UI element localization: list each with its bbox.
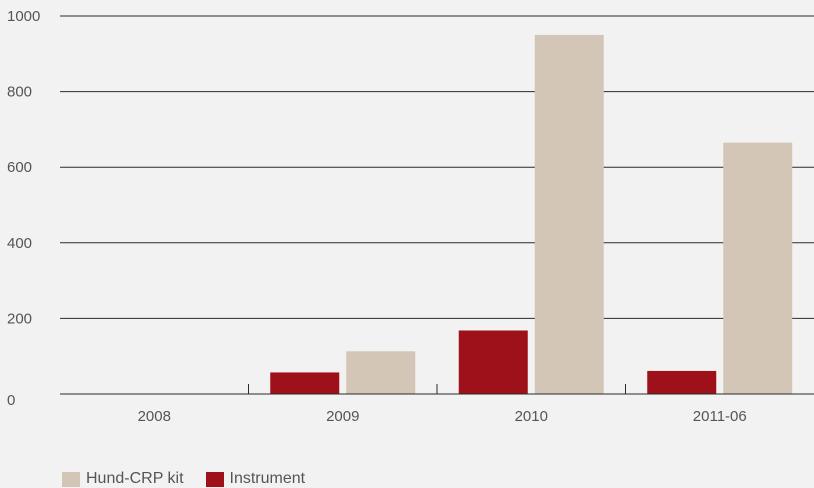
bars — [270, 34, 793, 395]
y-tick-label: 200 — [7, 310, 32, 327]
y-tick-label: 400 — [7, 235, 32, 252]
y-tick-label: 1000 — [7, 8, 40, 25]
legend-item-instrument: Instrument — [205, 470, 306, 488]
x-tick-label: 2009 — [326, 408, 359, 425]
x-tick-label: 2010 — [515, 408, 548, 425]
bar-hund-crp-kit — [346, 351, 416, 394]
bar-instrument — [458, 330, 528, 394]
bar-hund-crp-kit — [723, 142, 793, 394]
y-tick-label: 600 — [7, 159, 32, 176]
chart-legend: Hund-CRP kit Instrument — [62, 470, 327, 488]
bar-instrument — [647, 370, 717, 394]
y-tick-label: 0 — [7, 392, 15, 409]
legend-swatch-hund-crp-kit — [62, 471, 80, 487]
legend-swatch-instrument — [205, 471, 224, 487]
bar-instrument — [270, 372, 340, 394]
legend-label-hund-crp-kit: Hund-CRP kit — [86, 470, 184, 487]
x-axis: 2008 2009 2010 2011-06 — [60, 384, 814, 425]
x-tick-label: 2008 — [138, 408, 171, 425]
bar-hund-crp-kit — [534, 34, 604, 395]
legend-item-hund-crp-kit: Hund-CRP kit — [62, 470, 184, 488]
y-axis-tick-labels: 0 200 400 600 800 1000 — [7, 8, 40, 409]
grid-lines — [60, 15, 814, 319]
legend-label-instrument: Instrument — [229, 470, 306, 487]
y-tick-label: 800 — [7, 84, 32, 101]
x-tick-label: 2011-06 — [693, 408, 747, 425]
